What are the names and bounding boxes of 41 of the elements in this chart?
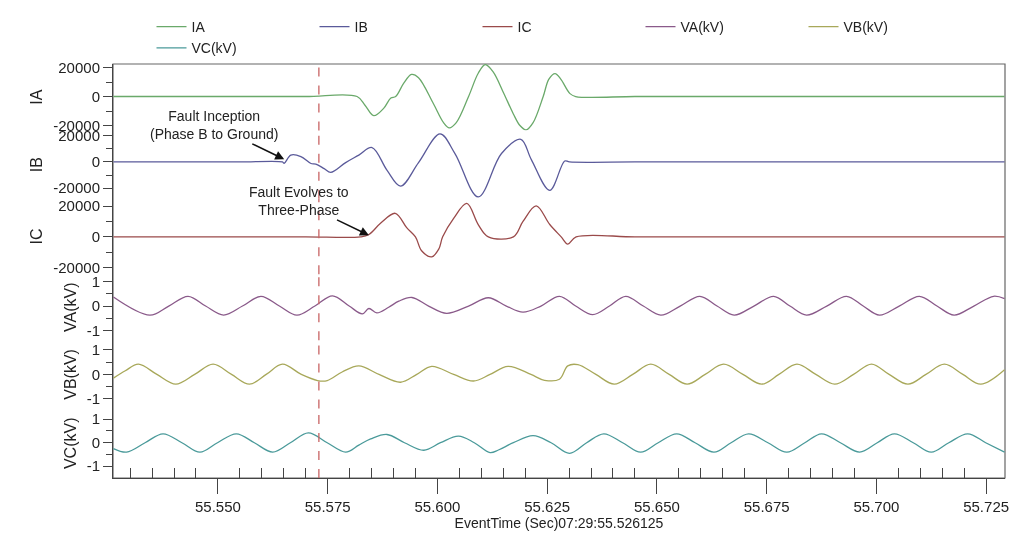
legend-label: VC(kV) — [191, 40, 237, 57]
legend-label: IA — [191, 19, 206, 36]
y-tick-label: 0 — [91, 433, 100, 451]
x-tick-label: 55.650 — [633, 498, 680, 515]
x-tick-label: 55.725 — [963, 498, 1010, 515]
line-series — [113, 432, 1005, 454]
y-axis-title: IC — [28, 228, 46, 245]
legend-label: VA(kV) — [680, 19, 724, 36]
x-tick-label: 55.575 — [304, 498, 351, 515]
x-tick-label: 55.675 — [743, 498, 790, 515]
y-axis-title: VA(kV) — [61, 282, 79, 333]
legend-label: IC — [517, 19, 532, 36]
y-axis-title: VC(kV) — [61, 417, 79, 470]
line-series — [113, 363, 1005, 385]
x-tick-label: 55.700 — [853, 498, 900, 515]
annotation: Fault Evolves to Three-Phase — [249, 184, 349, 219]
y-tick-label: 20000 — [58, 58, 100, 76]
line-series — [113, 295, 1005, 316]
y-axis-title: IB — [28, 157, 46, 173]
x-tick-label: 55.625 — [524, 498, 571, 515]
y-axis-title: IA — [28, 89, 46, 105]
x-tick-label: 55.600 — [414, 498, 461, 515]
y-axis-title: VB(kV) — [61, 349, 79, 400]
y-tick-label: -1 — [86, 390, 100, 408]
y-tick-label: 1 — [91, 410, 100, 428]
x-tick-label: 55.550 — [194, 498, 241, 515]
y-tick-label: 0 — [91, 153, 100, 171]
y-tick-label: 1 — [91, 341, 100, 359]
y-tick-label: 0 — [91, 297, 100, 315]
y-tick-label: 0 — [91, 365, 100, 383]
legend-label: VB(kV) — [843, 19, 888, 36]
y-tick-label: 20000 — [58, 197, 100, 215]
annotation: Fault Inception (Phase B to Ground) — [150, 108, 279, 143]
line-series — [113, 202, 1005, 258]
y-tick-label: 0 — [91, 87, 100, 105]
y-tick-label: 0 — [91, 228, 100, 246]
y-tick-label: -20000 — [53, 179, 100, 197]
x-axis-title: EventTime (Sec)07:29:55.526125 — [454, 515, 664, 531]
legend-label: IB — [354, 19, 368, 36]
y-tick-label: -1 — [86, 457, 100, 475]
y-tick-label: -1 — [86, 321, 100, 339]
